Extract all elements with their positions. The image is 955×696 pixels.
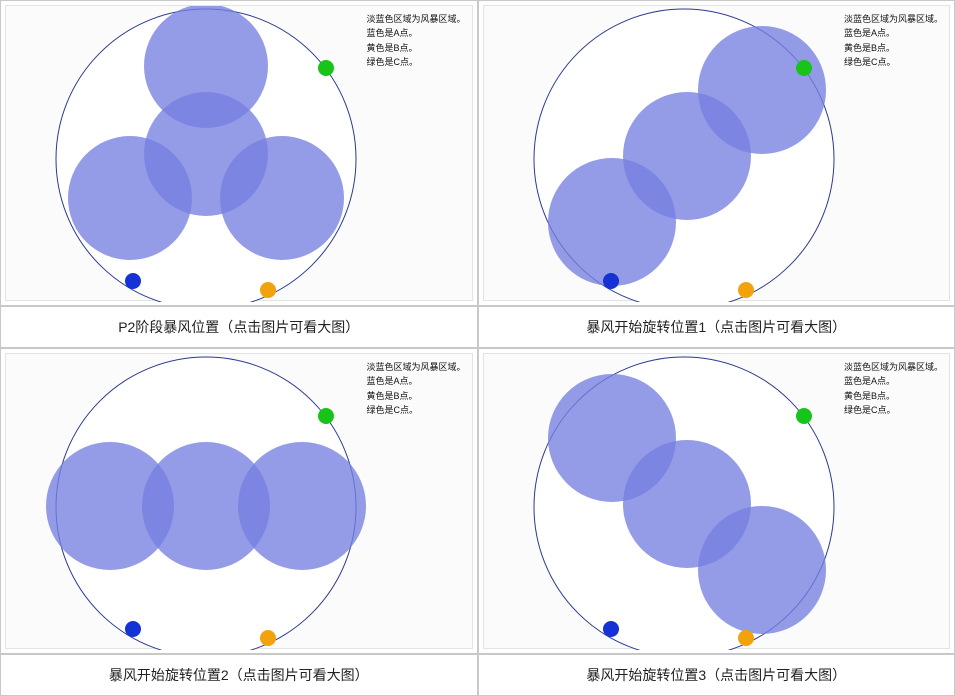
legend-line: 黄色是B点。 <box>844 41 943 55</box>
legend: 淡蓝色区域为风暴区域。 蓝色是A点。 黄色是B点。 绿色是C点。 <box>844 360 943 418</box>
panel-rot1[interactable]: 淡蓝色区域为风暴区域。 蓝色是A点。 黄色是B点。 绿色是C点。 <box>478 0 955 306</box>
point-a <box>125 621 141 637</box>
caption-rot3: 暴风开始旋转位置3（点击图片可看大图） <box>478 654 955 696</box>
storm-zone <box>698 26 826 154</box>
point-a <box>603 621 619 637</box>
caption-p2: P2阶段暴风位置（点击图片可看大图） <box>0 306 478 348</box>
legend-line: 绿色是C点。 <box>844 403 943 417</box>
diagram-wrap-rot3: 淡蓝色区域为风暴区域。 蓝色是A点。 黄色是B点。 绿色是C点。 <box>483 353 951 649</box>
point-a <box>125 273 141 289</box>
storm-zone <box>144 6 268 128</box>
panel-rot3[interactable]: 淡蓝色区域为风暴区域。 蓝色是A点。 黄色是B点。 绿色是C点。 <box>478 348 955 654</box>
point-b <box>738 630 754 646</box>
point-c <box>796 408 812 424</box>
legend: 淡蓝色区域为风暴区域。 蓝色是A点。 黄色是B点。 绿色是C点。 <box>366 360 465 418</box>
diagram-wrap-rot2: 淡蓝色区域为风暴区域。 蓝色是A点。 黄色是B点。 绿色是C点。 <box>5 353 473 649</box>
panel-rot2[interactable]: 淡蓝色区域为风暴区域。 蓝色是A点。 黄色是B点。 绿色是C点。 <box>0 348 478 654</box>
diagram-wrap-rot1: 淡蓝色区域为风暴区域。 蓝色是A点。 黄色是B点。 绿色是C点。 <box>483 5 951 301</box>
legend-line: 绿色是C点。 <box>366 55 465 69</box>
legend-line: 黄色是B点。 <box>366 389 465 403</box>
point-a <box>603 273 619 289</box>
caption-rot1: 暴风开始旋转位置1（点击图片可看大图） <box>478 306 955 348</box>
legend-line: 绿色是C点。 <box>366 403 465 417</box>
legend-line: 淡蓝色区域为风暴区域。 <box>844 12 943 26</box>
point-b <box>260 282 276 298</box>
point-b <box>260 630 276 646</box>
legend-line: 淡蓝色区域为风暴区域。 <box>844 360 943 374</box>
point-c <box>796 60 812 76</box>
diagram-grid: 淡蓝色区域为风暴区域。 蓝色是A点。 黄色是B点。 绿色是C点。 淡蓝色区域为风… <box>0 0 955 696</box>
point-b <box>738 282 754 298</box>
legend-line: 淡蓝色区域为风暴区域。 <box>366 360 465 374</box>
legend: 淡蓝色区域为风暴区域。 蓝色是A点。 黄色是B点。 绿色是C点。 <box>366 12 465 70</box>
caption-rot2: 暴风开始旋转位置2（点击图片可看大图） <box>0 654 478 696</box>
legend-line: 黄色是B点。 <box>366 41 465 55</box>
legend: 淡蓝色区域为风暴区域。 蓝色是A点。 黄色是B点。 绿色是C点。 <box>844 12 943 70</box>
point-c <box>318 60 334 76</box>
diagram-wrap-p2: 淡蓝色区域为风暴区域。 蓝色是A点。 黄色是B点。 绿色是C点。 <box>5 5 473 301</box>
legend-line: 淡蓝色区域为风暴区域。 <box>366 12 465 26</box>
legend-line: 黄色是B点。 <box>844 389 943 403</box>
legend-line: 蓝色是A点。 <box>844 26 943 40</box>
storm-zone <box>68 136 192 260</box>
point-c <box>318 408 334 424</box>
legend-line: 蓝色是A点。 <box>366 26 465 40</box>
legend-line: 蓝色是A点。 <box>366 374 465 388</box>
storm-zone <box>238 442 366 570</box>
legend-line: 蓝色是A点。 <box>844 374 943 388</box>
panel-p2[interactable]: 淡蓝色区域为风暴区域。 蓝色是A点。 黄色是B点。 绿色是C点。 <box>0 0 478 306</box>
legend-line: 绿色是C点。 <box>844 55 943 69</box>
storm-zone <box>698 506 826 634</box>
storm-zone <box>220 136 344 260</box>
